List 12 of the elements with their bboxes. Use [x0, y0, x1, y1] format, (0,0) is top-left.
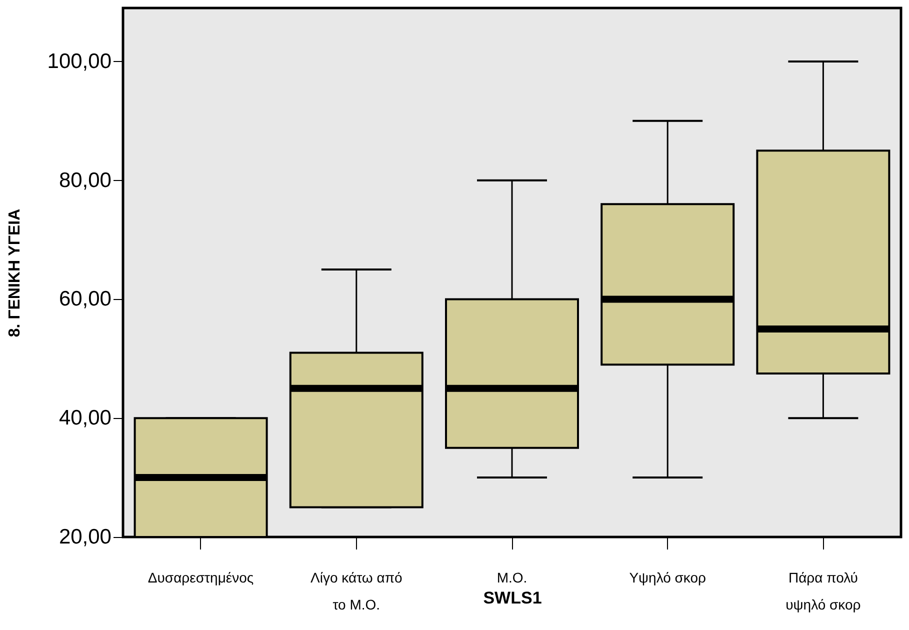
y-tick-label: 80,00 [58, 168, 112, 192]
y-tick-label: 100,00 [47, 50, 112, 73]
x-tick-label: Υψηλό σκορ [629, 570, 706, 586]
y-tick-label: 20,00 [58, 526, 112, 548]
x-tick-label: Πάρα πολύ υψηλό σκορ [786, 570, 861, 612]
y-axis-title: 8. ΓΕΝΙΚΗ ΥΓΕΙΑ [6, 208, 24, 338]
x-tick-label: Μ.Ο. [496, 570, 528, 586]
x-axis-title: SWLS1 [483, 588, 542, 608]
x-tick-label: Λίγο κάτω από το Μ.Ο. [310, 570, 402, 612]
x-tick-label: Δυσαρεστημένος [148, 570, 254, 586]
y-tick-label: 60,00 [58, 288, 112, 311]
y-tick-label: 40,00 [58, 406, 112, 430]
